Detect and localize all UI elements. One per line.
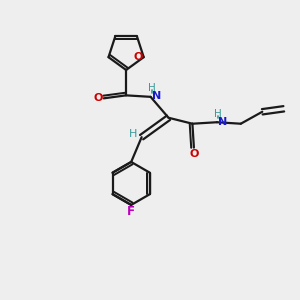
Text: O: O [189,149,199,159]
Text: N: N [152,91,161,101]
Text: H: H [148,83,156,94]
Text: O: O [94,93,103,103]
Text: N: N [218,117,227,127]
Text: H: H [214,110,222,119]
Text: O: O [134,52,143,62]
Text: F: F [127,205,135,218]
Text: H: H [129,129,137,139]
